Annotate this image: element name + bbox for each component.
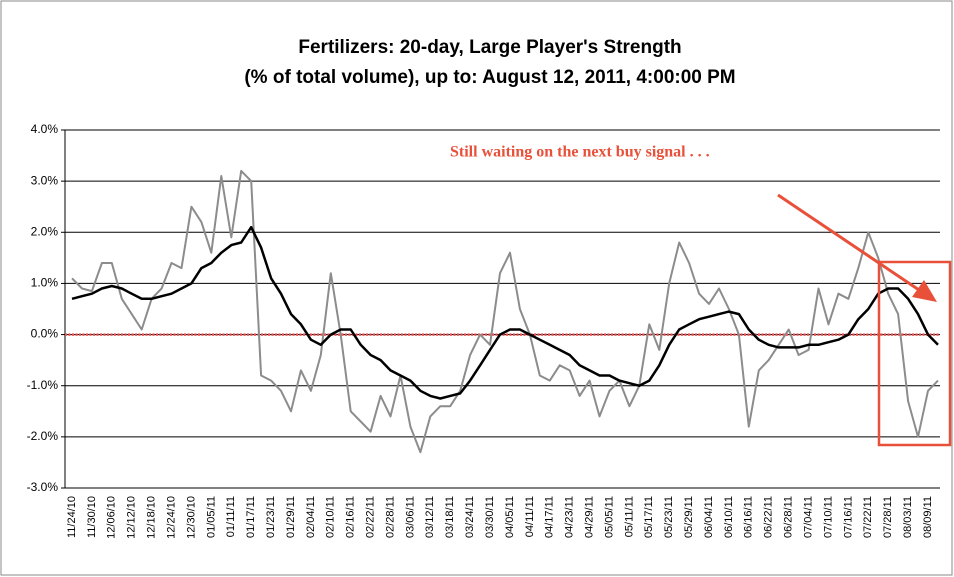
x-tick-label: 03/30/11 xyxy=(484,496,496,538)
x-tick-label: 05/11/11 xyxy=(623,496,635,537)
x-tick-label: 12/12/10 xyxy=(126,496,138,539)
x-tick-label: 04/17/11 xyxy=(544,496,556,538)
x-tick-label: 05/23/11 xyxy=(663,496,675,538)
x-tick-label: 05/17/11 xyxy=(643,496,655,538)
annotation: Still waiting on the next buy signal . .… xyxy=(450,144,710,161)
x-tick-label: 07/16/11 xyxy=(842,496,854,538)
series-line xyxy=(71,225,939,400)
y-tick-label: -2.0% xyxy=(27,429,59,443)
arrow-head xyxy=(912,280,937,302)
y-tick-label: 2.0% xyxy=(31,224,59,238)
x-tick-label: 02/04/11 xyxy=(305,496,317,538)
x-tick-label: 06/16/11 xyxy=(743,496,755,538)
chart-title: Fertilizers: 20-day, Large Player's Stre… xyxy=(298,37,681,58)
x-tick-label: 04/29/11 xyxy=(583,496,595,538)
x-tick-label: 02/28/11 xyxy=(384,496,396,538)
series-line xyxy=(71,169,939,454)
y-tick-label: 1.0% xyxy=(31,276,59,290)
x-tick-label: 07/10/11 xyxy=(822,496,834,538)
x-tick-label: 01/29/11 xyxy=(285,496,297,538)
x-tick-label: 05/29/11 xyxy=(683,496,695,538)
x-tick-label: 07/28/11 xyxy=(882,496,894,538)
y-tick-label: 0.0% xyxy=(31,327,59,341)
x-tick-label: 06/28/11 xyxy=(783,496,795,538)
x-tick-label: 04/11/11 xyxy=(524,496,536,537)
x-tick-label: 03/24/11 xyxy=(464,496,476,538)
x-tick-label: 04/05/11 xyxy=(504,496,516,538)
x-tick-label: 02/10/11 xyxy=(325,496,337,538)
arrow-shaft xyxy=(777,193,926,296)
y-tick-label: 4.0% xyxy=(31,122,59,136)
x-tick-label: 12/30/10 xyxy=(185,496,197,539)
x-tick-label: 01/11/11 xyxy=(225,496,237,537)
x-tick-label: 02/16/11 xyxy=(345,496,357,538)
x-tick-label: 07/22/11 xyxy=(862,496,874,538)
x-tick-label: 02/22/11 xyxy=(365,496,377,538)
y-tick-label: 3.0% xyxy=(31,173,59,187)
chart-subtitle: (% of total volume), up to: August 12, 2… xyxy=(244,67,735,88)
x-tick-label: 01/05/11 xyxy=(205,496,217,538)
y-tick-label: -1.0% xyxy=(27,378,59,392)
x-tick-label: 03/18/11 xyxy=(444,496,456,538)
highlight-box xyxy=(877,260,952,447)
x-tick-label: 06/22/11 xyxy=(763,496,775,538)
x-tick-label: 03/06/11 xyxy=(404,496,416,538)
x-tick-label: 05/05/11 xyxy=(603,496,615,538)
x-tick-label: 06/04/11 xyxy=(703,496,715,538)
x-tick-label: 08/03/11 xyxy=(902,496,914,538)
x-tick-label: 12/06/10 xyxy=(106,496,118,539)
x-tick-label: 07/04/11 xyxy=(802,496,814,538)
x-tick-label: 12/18/10 xyxy=(146,496,158,539)
y-tick-label: -3.0% xyxy=(27,480,59,494)
x-tick-label: 06/10/11 xyxy=(723,496,735,538)
x-tick-label: 11/30/10 xyxy=(86,496,98,538)
x-tick-label: 01/17/11 xyxy=(245,496,257,538)
x-tick-label: 12/24/10 xyxy=(165,496,177,539)
x-tick-label: 03/12/11 xyxy=(424,496,436,538)
x-tick-label: 08/09/11 xyxy=(922,496,934,538)
x-tick-label: 11/24/10 xyxy=(66,496,78,538)
x-tick-label: 01/23/11 xyxy=(265,496,277,538)
x-tick-label: 04/23/11 xyxy=(564,496,576,538)
